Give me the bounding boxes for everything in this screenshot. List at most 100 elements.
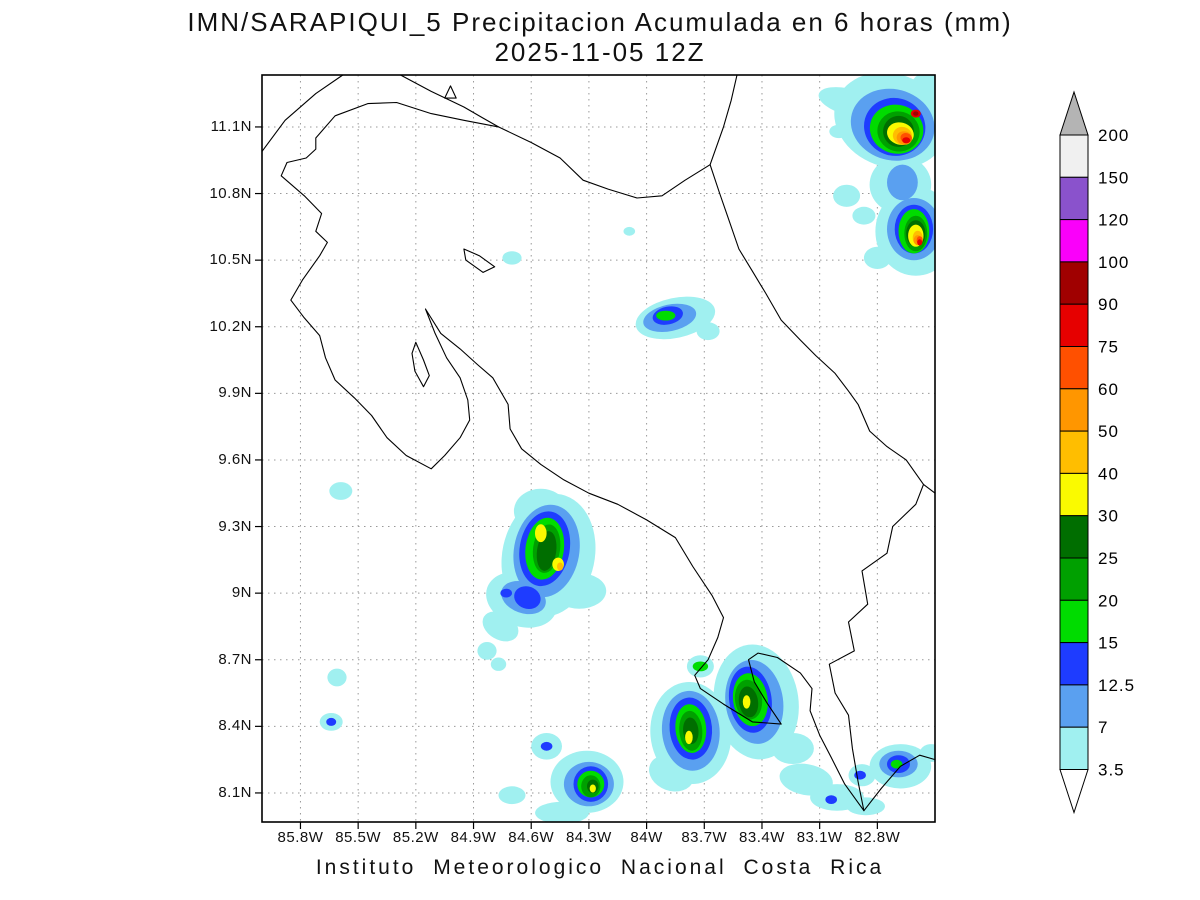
- precip-contour-30: [685, 730, 693, 745]
- lon-tick-label: 82.8W: [854, 829, 901, 846]
- precip-contour-3.5: [696, 322, 720, 341]
- colorbar-tick-label: 50: [1098, 422, 1119, 441]
- colorbar-tick-label: 200: [1098, 126, 1129, 145]
- precip-contour-75: [902, 137, 911, 144]
- lat-tick-label: 8.4N: [218, 717, 252, 735]
- colorbar-tick-label: 150: [1098, 168, 1129, 187]
- colorbar-arrow-above: [1059, 90, 1089, 136]
- figure-footer: Instituto Meteorologico Nacional Costa R…: [315, 856, 885, 879]
- map-plot: [250, 69, 947, 837]
- precip-contour-15: [656, 310, 676, 321]
- lat-tick-label: 11.1N: [210, 117, 252, 135]
- lat-tick-label: 10.5N: [209, 251, 252, 269]
- lat-tick-label: 10.8N: [209, 184, 252, 202]
- lon-tick-label: 85.2W: [392, 829, 439, 846]
- precip-contour-3.5: [482, 611, 519, 642]
- lon-tick-label: 83.4W: [739, 829, 785, 846]
- precip-contour-3.5: [852, 206, 876, 225]
- lon-tick-label: 84W: [630, 829, 663, 846]
- lon-tick-label: 83.7W: [681, 829, 728, 846]
- precip-contour-3.5: [535, 801, 589, 825]
- colorbar-segment: [1059, 219, 1089, 263]
- lon-tick-label: 84.3W: [565, 829, 612, 846]
- colorbar-segment: [1059, 515, 1089, 559]
- colorbar-tick-label: 100: [1098, 253, 1129, 272]
- lon-tick-label: 85.8W: [277, 829, 324, 846]
- precip-contour-30: [589, 784, 596, 793]
- lat-tick-label: 9N: [231, 584, 252, 602]
- plot-frame: [261, 74, 936, 823]
- precip-contour-3.5: [846, 797, 885, 816]
- precip-contour-12.5: [825, 795, 837, 804]
- precip-contour-30: [535, 524, 547, 543]
- precip-contour-3.5: [833, 184, 861, 207]
- lat-tick-label: 10.2N: [209, 317, 252, 335]
- precip-contour-3.5: [623, 226, 636, 236]
- colorbar-segment: [1059, 261, 1089, 305]
- precip-contour-15: [890, 759, 903, 769]
- plot-mask: [250, 822, 947, 837]
- lat-tick-label: 9.9N: [218, 384, 252, 402]
- precip-contour-3.5: [498, 786, 526, 805]
- colorbar-tick-label: 15: [1098, 634, 1119, 653]
- precip-contour-12.5: [540, 741, 553, 751]
- coastline-lake-nicaragua-west-shore: [261, 74, 344, 152]
- plot-mask: [250, 69, 262, 837]
- colorbar-tick-label: 12.5: [1098, 676, 1135, 695]
- lat-tick-label: 9.6N: [218, 450, 252, 468]
- colorbar-segment: [1059, 472, 1089, 517]
- colorbar-arrow-below: [1059, 769, 1089, 815]
- precip-contour-3.5: [327, 668, 347, 687]
- colorbar-segment: [1059, 684, 1089, 728]
- lon-tick-label: 83.1W: [796, 829, 843, 846]
- lat-tick-label: 8.1N: [218, 783, 252, 801]
- colorbar-tick-label: 75: [1098, 338, 1119, 357]
- coastline-panama-caribbean-coast: [922, 483, 936, 494]
- precip-contour-7: [887, 164, 918, 201]
- colorbar-tick-label: 120: [1098, 211, 1129, 230]
- precip-contour-12.5: [326, 717, 337, 726]
- lon-tick-label: 84.9W: [450, 829, 497, 846]
- colorbar-segment: [1059, 557, 1089, 601]
- coastline-panama-pacific-coast: [863, 754, 936, 812]
- colorbar-segment: [1059, 134, 1089, 178]
- colorbar-segment: [1059, 388, 1089, 432]
- coastline-lake-arenal: [463, 248, 496, 273]
- lat-tick-label: 9.3N: [218, 517, 252, 535]
- plot-mask: [250, 69, 947, 75]
- coastline-costa-rica-outline: [280, 101, 925, 812]
- precip-contour-40: [557, 562, 564, 571]
- colorbar-legend: 200 150 120 100 90 75 60 50 40 30 25 20 15 12.5 7 3.5: [1059, 90, 1135, 815]
- colorbar-tick-label: 3.5: [1098, 761, 1125, 780]
- coastline-isla-chira: [411, 341, 430, 388]
- precip-contour-3.5: [502, 251, 522, 265]
- colorbar-segment: [1059, 176, 1089, 221]
- lon-tick-label: 84.6W: [508, 829, 555, 846]
- coastline-lake-island: [444, 85, 457, 99]
- precip-contour-3.5: [490, 657, 507, 671]
- precip-contour-3.5: [329, 482, 353, 500]
- colorbar-tick-label: 40: [1098, 464, 1119, 483]
- figure-title: IMN/SARAPIQUI_5 Precipitacion Acumulada …: [187, 7, 1013, 37]
- figure-subtitle: 2025-11-05 12Z: [494, 37, 706, 67]
- colorbar-segment: [1059, 303, 1089, 347]
- precip-contour-3.5: [771, 733, 814, 764]
- precip-contour-3.5: [477, 642, 497, 660]
- plot-mask: [935, 69, 947, 837]
- lat-tick-label: 8.7N: [218, 650, 252, 668]
- precip-contour-3.5: [829, 124, 849, 139]
- precip-contour-12.5: [514, 586, 541, 610]
- colorbar-tick-label: 7: [1098, 718, 1108, 737]
- precip-contour-3.5: [863, 246, 891, 269]
- precip-contour-90: [913, 111, 919, 116]
- colorbar-tick-label: 30: [1098, 507, 1119, 526]
- colorbar-segment: [1059, 642, 1089, 686]
- colorbar-tick-label: 90: [1098, 295, 1119, 314]
- coastline-lake-nicaragua-south-shore: [399, 74, 500, 128]
- colorbar-segment: [1059, 599, 1089, 644]
- precip-contour-75: [917, 239, 923, 246]
- lon-tick-label: 85.5W: [335, 829, 382, 846]
- colorbar-segment: [1059, 346, 1089, 390]
- precip-contour-12.5: [500, 588, 512, 598]
